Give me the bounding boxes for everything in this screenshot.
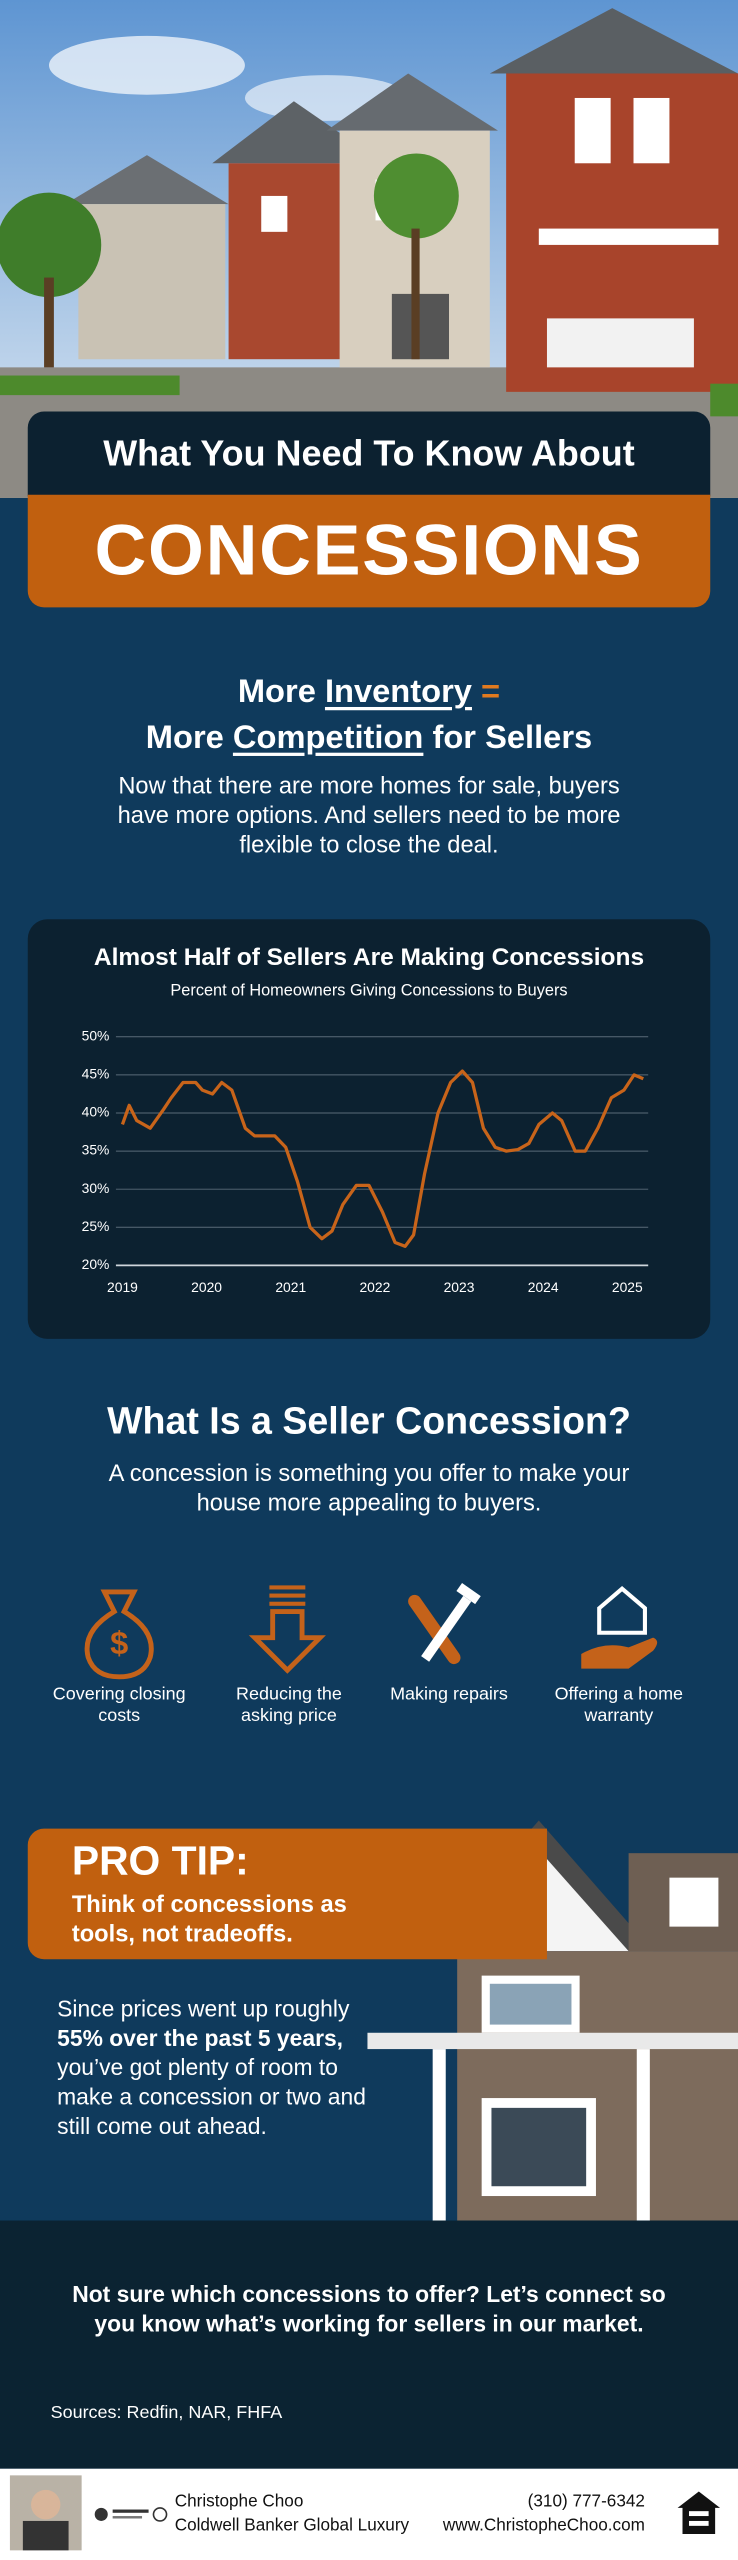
repair-icon xyxy=(408,1582,481,1665)
money-bag-icon: $ xyxy=(84,1589,154,1680)
text: you’ve got plenty of room to make a conc… xyxy=(57,2053,366,2139)
x-tick-label: 2021 xyxy=(275,1279,306,1295)
x-tick-label: 2023 xyxy=(444,1279,475,1295)
heading-word: More xyxy=(237,674,316,711)
x-tick-label: 2024 xyxy=(528,1279,559,1295)
cta-section: Not sure which concessions to offer? Let… xyxy=(0,2220,738,2469)
y-tick-label: 40% xyxy=(82,1104,110,1120)
concession-heading: What Is a Seller Concession? xyxy=(107,1399,631,1442)
text-bold: 55% over the past 5 years, xyxy=(57,2024,344,2051)
intro-text: Now that there are more homes for sale, … xyxy=(117,773,621,859)
y-tick-label: 25% xyxy=(82,1218,110,1234)
warranty-icon xyxy=(581,1585,658,1669)
x-tick-label: 2022 xyxy=(359,1279,390,1295)
item-label: Offering a home warranty xyxy=(554,1684,684,1726)
chart-subtitle: Percent of Homeowners Giving Concessions… xyxy=(170,981,567,999)
pro-tip-title: PRO TIP: xyxy=(71,1838,249,1885)
pro-tip-text: Since prices went up roughly 55% over th… xyxy=(57,1994,367,2141)
heading-word: More xyxy=(145,720,224,756)
item-label: Covering closing costs xyxy=(52,1684,186,1726)
heading-line: More Inventory = xyxy=(0,669,738,715)
chart: Almost Half of Sellers Are Making Conces… xyxy=(27,919,711,1339)
equal-housing-icon xyxy=(677,2491,721,2535)
pro-tip-box: PRO TIP: Think of concessions as tools, … xyxy=(27,1828,547,1960)
agent-company: Coldwell Banker Global Luxury xyxy=(174,2516,410,2536)
price-down-icon xyxy=(248,1585,326,1674)
item-label: Making repairs xyxy=(390,1684,508,1705)
sources: Sources: Redfin, NAR, FHFA xyxy=(50,2403,283,2423)
svg-text:$: $ xyxy=(110,1624,128,1661)
footer: Christophe Choo Coldwell Banker Global L… xyxy=(0,2468,738,2560)
intro-heading: More Inventory = More Competition for Se… xyxy=(0,669,738,760)
heading-line: More Competition for Sellers xyxy=(0,715,738,761)
item-label: Reducing the asking price xyxy=(236,1684,342,1726)
y-tick-label: 45% xyxy=(82,1066,110,1082)
website: www.ChristopheChoo.com xyxy=(442,2516,645,2536)
heading-keyword: Inventory xyxy=(324,674,472,711)
agent-name: Christophe Choo xyxy=(174,2491,304,2512)
hero-photo xyxy=(0,0,738,498)
data-line xyxy=(120,1069,644,1248)
heading-equals: = xyxy=(481,674,501,711)
y-tick-label: 20% xyxy=(82,1256,110,1272)
agent-logos xyxy=(9,2475,168,2551)
text: Since prices went up roughly xyxy=(57,1995,350,2022)
heading-keyword: Competition xyxy=(232,720,424,756)
chart-title: Almost Half of Sellers Are Making Conces… xyxy=(94,944,644,971)
y-tick-label: 30% xyxy=(82,1180,110,1196)
heading-word: for Sellers xyxy=(432,720,593,756)
title-highlight: CONCESSIONS xyxy=(27,494,711,608)
y-tick-label: 35% xyxy=(82,1142,110,1158)
phone: (310) 777-6342 xyxy=(527,2491,645,2512)
x-tick-label: 2019 xyxy=(107,1279,138,1295)
x-tick-label: 2025 xyxy=(612,1279,643,1295)
title: What You Need To Know About xyxy=(27,411,711,497)
x-tick-label: 2020 xyxy=(191,1279,222,1295)
cta-text: Not sure which concessions to offer? Let… xyxy=(72,2280,666,2337)
icons: $ xyxy=(84,1582,658,1680)
y-tick-label: 50% xyxy=(82,1027,110,1043)
pro-tip-subtitle: Think of concessions as tools, not trade… xyxy=(71,1892,347,1948)
concession-text: A concession is something you offer to m… xyxy=(108,1461,630,1517)
